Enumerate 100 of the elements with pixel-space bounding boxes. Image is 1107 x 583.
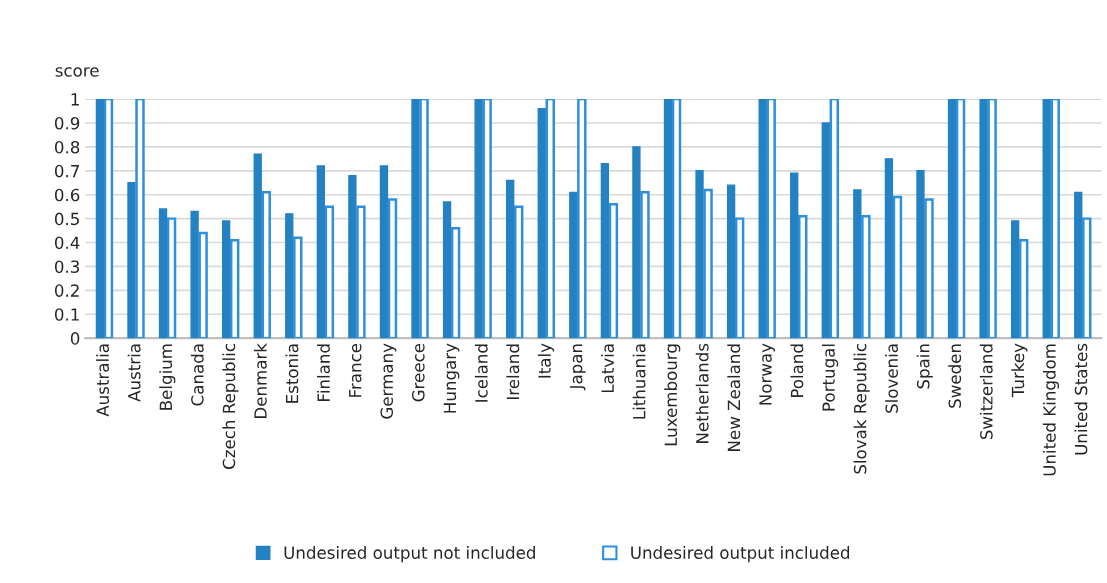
x-tick-label: Canada [190, 344, 204, 406]
y-tick-label: 0.6 [54, 188, 80, 202]
bar [293, 236, 303, 339]
bar [348, 174, 357, 339]
bar [1010, 220, 1020, 339]
bar [829, 99, 840, 339]
x-tick-label: Estonia [285, 344, 299, 403]
x-tick-label: Lithuania [632, 344, 646, 419]
bar [253, 153, 262, 339]
bar [379, 165, 389, 339]
bar [1074, 191, 1083, 339]
y-axis-title: score [55, 67, 99, 77]
bar [411, 99, 420, 339]
bar [537, 107, 546, 339]
y-tick-label: 0.8 [54, 140, 80, 154]
legend-label: Undesired output included [631, 546, 850, 563]
bar [166, 217, 177, 339]
x-tick-label: Turkey [1011, 343, 1028, 398]
y-tick-label: 0.7 [54, 164, 79, 178]
x-tick-label: Hungary [443, 343, 460, 413]
bar [924, 198, 934, 339]
bar [600, 162, 610, 339]
legend-label: Undesired output not included [284, 546, 535, 563]
bar [190, 210, 199, 339]
x-tick-label: Japan [570, 344, 586, 391]
x-tick-label: Poland [790, 344, 804, 397]
y-tick-label: 0.4 [54, 236, 80, 250]
x-tick-label: Germany [380, 343, 397, 419]
y-tick-label: 0.2 [54, 284, 79, 297]
x-tick-label: Netherlands [695, 343, 709, 443]
bar [916, 170, 925, 339]
bar [884, 158, 894, 339]
bar [229, 238, 240, 339]
bar [1018, 238, 1029, 339]
y-tick-label: 0 [70, 332, 80, 345]
x-tick-label: Spain [916, 344, 933, 389]
x-tick-label: New Zealand [727, 344, 741, 451]
bar [324, 205, 335, 339]
x-tick-label: Iceland [474, 344, 488, 402]
x-tick-label: Finland [317, 344, 330, 401]
bar [577, 99, 587, 339]
bar [198, 231, 208, 339]
bar [947, 99, 957, 339]
bar [221, 220, 231, 339]
bar [640, 191, 650, 339]
bar [356, 205, 366, 339]
bar [1050, 99, 1060, 339]
x-tick-label: United States [1074, 343, 1088, 455]
x-tick-label: Austria [127, 344, 141, 402]
x-tick-label: Norway [759, 343, 775, 405]
bar [703, 188, 713, 339]
bar [95, 99, 105, 339]
x-tick-label: Luxembourg [664, 344, 681, 446]
bar [545, 99, 555, 339]
bar [261, 191, 271, 339]
bar [726, 184, 736, 339]
bar [135, 99, 145, 339]
bar [103, 99, 114, 339]
x-tick-label: Switzerland [979, 344, 993, 440]
x-tick-label: Greece [412, 343, 425, 402]
bar [285, 213, 294, 339]
bar [482, 99, 492, 339]
bar [821, 122, 830, 339]
bar [790, 172, 799, 339]
bar [987, 99, 997, 339]
x-tick-label: France [349, 343, 362, 397]
x-tick-label: Ireland [506, 344, 520, 399]
bar [513, 205, 524, 339]
x-tick-label: United Kingdom [1042, 344, 1060, 476]
bar [853, 189, 862, 339]
x-tick-label: Sweden [948, 344, 962, 408]
bar [474, 99, 483, 339]
bar [450, 226, 461, 339]
x-tick-label: Czech Republic [222, 344, 239, 469]
x-tick-label: Australia [96, 344, 110, 417]
bar [1042, 99, 1051, 339]
bar [955, 99, 966, 339]
y-tick-label: 0.5 [54, 212, 79, 226]
bar [419, 99, 429, 339]
bar [734, 217, 745, 339]
bar [387, 198, 398, 339]
bar [979, 99, 988, 339]
x-tick-label: Portugal [821, 344, 839, 411]
bar [766, 99, 776, 339]
bar [632, 146, 641, 339]
bar [569, 191, 578, 339]
bar [158, 208, 168, 339]
bar [695, 170, 704, 339]
bar [663, 99, 673, 339]
bar [506, 179, 515, 339]
bar [127, 182, 136, 339]
y-tick-label: 0.9 [54, 116, 80, 130]
x-tick-label: Slovak Republic [853, 344, 870, 474]
bar [608, 203, 619, 339]
bar [861, 214, 871, 339]
x-tick-label: Denmark [253, 343, 267, 418]
bar [442, 201, 452, 339]
bar [316, 165, 325, 339]
y-tick-label: 0.1 [54, 308, 79, 321]
bar [1082, 217, 1092, 339]
